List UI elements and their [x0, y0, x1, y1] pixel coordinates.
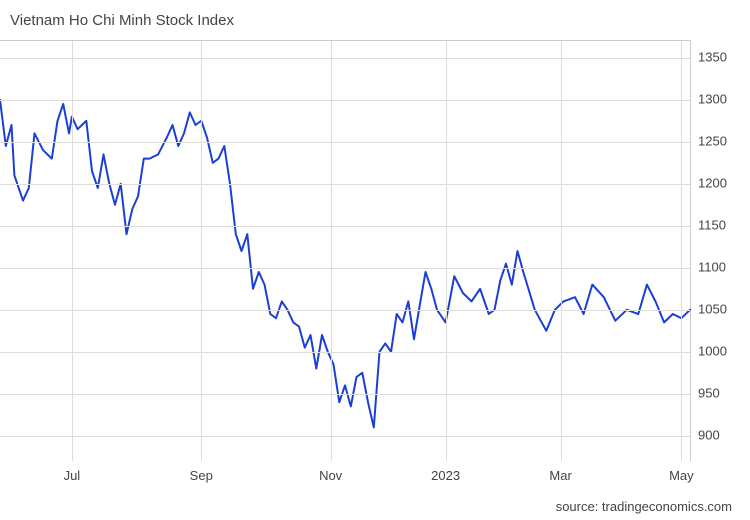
x-tick-label: Mar [549, 468, 571, 483]
x-tick-label: Sep [190, 468, 213, 483]
x-tick-label: 2023 [431, 468, 460, 483]
gridline-h [0, 58, 690, 59]
y-tick-label: 950 [698, 385, 720, 400]
gridline-h [0, 394, 690, 395]
y-tick-label: 1050 [698, 301, 727, 316]
gridline-h [0, 226, 690, 227]
gridline-v [331, 41, 332, 461]
gridline-h [0, 310, 690, 311]
gridline-h [0, 436, 690, 437]
gridline-v [72, 41, 73, 461]
y-tick-label: 1350 [698, 49, 727, 64]
gridline-v [681, 41, 682, 461]
source-label: source: tradingeconomics.com [556, 499, 732, 514]
gridline-h [0, 268, 690, 269]
chart-container: Vietnam Ho Chi Minh Stock Index source: … [0, 0, 750, 520]
x-tick-label: Nov [319, 468, 342, 483]
y-tick-label: 1200 [698, 175, 727, 190]
plot-area [0, 40, 691, 461]
gridline-h [0, 142, 690, 143]
x-tick-label: May [669, 468, 694, 483]
y-tick-label: 900 [698, 427, 720, 442]
price-line [0, 41, 690, 461]
x-tick-label: Jul [64, 468, 81, 483]
gridline-h [0, 184, 690, 185]
chart-title: Vietnam Ho Chi Minh Stock Index [10, 12, 234, 29]
gridline-h [0, 352, 690, 353]
gridline-h [0, 100, 690, 101]
y-tick-label: 1250 [698, 133, 727, 148]
y-tick-label: 1150 [698, 217, 726, 232]
gridline-v [446, 41, 447, 461]
gridline-v [561, 41, 562, 461]
y-tick-label: 1100 [698, 259, 726, 274]
y-tick-label: 1000 [698, 343, 727, 358]
y-tick-label: 1300 [698, 91, 727, 106]
gridline-v [201, 41, 202, 461]
